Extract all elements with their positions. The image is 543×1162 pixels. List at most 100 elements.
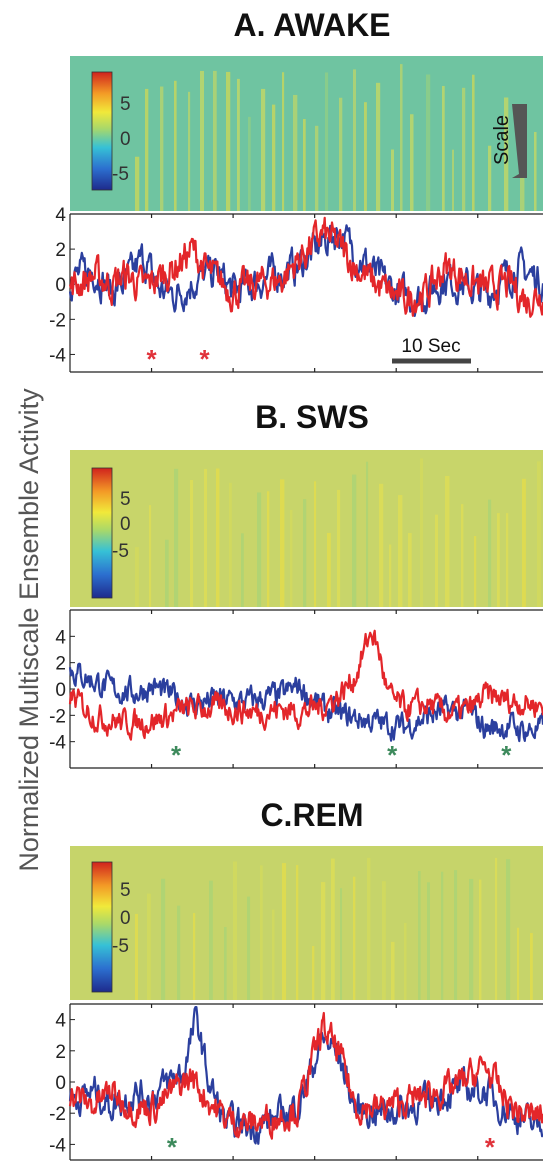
heatmap-streak	[303, 499, 307, 607]
scale-label: Scale	[491, 115, 513, 165]
heatmap-streak	[462, 87, 466, 211]
colorbar-tick: 5	[120, 94, 131, 115]
heatmap-streak	[435, 514, 439, 607]
heatmap-streak	[410, 114, 414, 211]
heatmap-streak	[290, 509, 293, 607]
y-tick-label: 0	[55, 680, 66, 701]
heatmap-streak	[312, 945, 315, 1000]
heatmap-streak	[233, 861, 238, 1000]
heatmap-streak	[389, 544, 392, 607]
significance-marker: *	[387, 740, 398, 770]
heatmap-streak	[272, 909, 275, 1000]
heatmap-streak	[461, 504, 464, 607]
heatmap-streak	[479, 879, 482, 1000]
heatmap-streak	[321, 882, 326, 1000]
significance-marker: *	[199, 344, 210, 374]
series-line-blue	[68, 224, 543, 317]
heatmap: 5 0 -5	[70, 846, 543, 1000]
y-tick-label: 2	[55, 1042, 66, 1063]
heatmap-streak	[241, 533, 244, 607]
heatmap-streak	[188, 91, 191, 211]
heatmap-streak	[426, 74, 431, 212]
heatmap-streak	[260, 865, 263, 1000]
heatmap-streak	[200, 70, 205, 211]
heatmap-streak	[488, 499, 492, 607]
heatmap-streak	[165, 539, 169, 607]
heatmap-streak	[488, 145, 492, 211]
scale-wedge-icon	[512, 104, 527, 178]
heatmap-streak	[472, 74, 475, 211]
heatmap-streak	[441, 871, 444, 1000]
panel-title: B. SWS	[255, 399, 369, 435]
y-tick-label: 4	[55, 1011, 66, 1032]
heatmap-streak	[161, 878, 166, 1000]
significance-marker: *	[167, 1132, 178, 1162]
heatmap-streak	[337, 489, 341, 607]
heatmap-streak	[367, 857, 371, 1000]
heatmap-streak	[272, 104, 276, 211]
heatmap-streak	[190, 479, 194, 607]
heatmap-streak	[282, 72, 285, 211]
y-tick-label: -2	[49, 1104, 66, 1125]
series-line-red	[68, 1011, 543, 1140]
heatmap-streak	[391, 149, 395, 211]
colorbar-tick: 5	[120, 489, 131, 510]
heatmap-streak	[379, 483, 384, 607]
heatmap-streak	[517, 927, 520, 1000]
heatmap-streak	[248, 116, 251, 211]
heatmap-streak	[497, 513, 500, 607]
colorbar-tick: 0	[120, 129, 131, 150]
heatmap-streak	[420, 458, 424, 607]
heatmap-streak	[537, 461, 542, 607]
colorbar-tick: 0	[120, 908, 131, 929]
heatmap-streak	[504, 97, 509, 211]
heatmap-streak	[147, 893, 151, 1000]
y-tick-label: -2	[49, 310, 66, 331]
heatmap-streak	[314, 481, 317, 607]
y-tick-label: -2	[49, 706, 66, 727]
heatmap-streak	[257, 492, 262, 607]
significance-marker: *	[171, 740, 182, 770]
heatmap-streak	[174, 468, 179, 607]
heatmap-streak	[174, 80, 177, 211]
heatmap-streak	[404, 922, 407, 1000]
colorbar: 5 0 -5	[91, 71, 131, 191]
heatmap-streak	[280, 479, 285, 607]
panel-title: A. AWAKE	[233, 7, 390, 43]
heatmap-streak	[282, 863, 287, 1000]
heatmap-streak	[261, 88, 266, 211]
heatmap-streak	[149, 505, 152, 607]
y-tick-label: -4	[49, 733, 66, 754]
heatmap-streak	[534, 131, 537, 211]
heatmap-streak	[325, 72, 329, 211]
heatmap-streak	[522, 478, 526, 607]
heatmap-streak	[427, 882, 431, 1000]
heatmap-streak	[237, 78, 240, 212]
heatmap-streak	[352, 474, 357, 607]
heatmap-streak	[506, 513, 509, 607]
series-line-red	[68, 629, 543, 741]
heatmap-streak	[339, 97, 343, 211]
heatmap-background	[70, 450, 543, 607]
colorbar-tick: -5	[112, 164, 129, 185]
heatmap-streak	[135, 547, 139, 607]
y-tick-label: 4	[55, 627, 66, 648]
heatmap-streak	[267, 491, 270, 607]
colorbar-gradient	[91, 467, 113, 599]
heatmap-streak	[506, 859, 511, 1000]
panel-title: C.REM	[260, 797, 363, 833]
heatmap-streak	[452, 149, 455, 211]
colorbar-tick: 5	[120, 880, 131, 901]
heatmap-streak	[296, 865, 299, 1000]
heatmap-streak	[247, 896, 251, 1000]
significance-marker: *	[146, 344, 157, 374]
heatmap-streak	[474, 535, 477, 607]
heatmap-streak	[303, 119, 306, 211]
heatmap-streak	[193, 913, 196, 1000]
heatmap-streak	[160, 86, 164, 211]
heatmap-streak	[376, 82, 381, 211]
heatmap-streak	[353, 876, 356, 1000]
heatmap-streak	[135, 156, 140, 211]
y-tick-label: 0	[55, 275, 66, 296]
heatmap-streak	[216, 468, 220, 607]
